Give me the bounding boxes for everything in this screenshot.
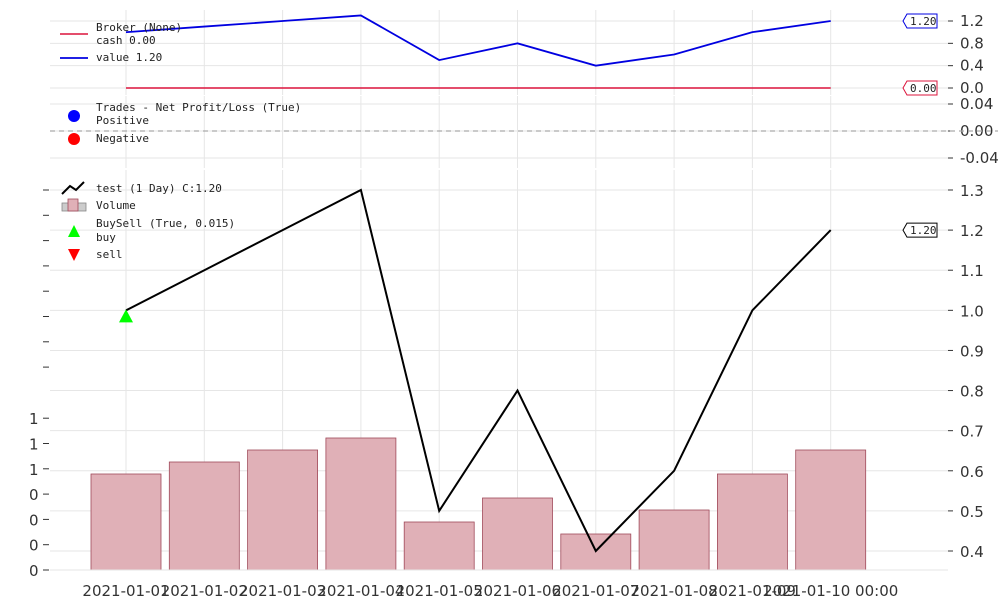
legend-negative-marker <box>68 133 80 145</box>
volume-bar <box>638 509 710 571</box>
x-tick-label: 2021-01-03 <box>239 582 326 600</box>
legend-volume-label: Volume <box>96 199 136 212</box>
y-tick-label: 0.9 <box>960 342 984 360</box>
volume-tick-label: 0 <box>29 562 39 580</box>
x-tick-label: 2021-01-04 <box>317 582 404 600</box>
x-tick-label: 2021-01-07 <box>552 582 639 600</box>
volume-tick-label: 1 <box>29 461 39 479</box>
x-tick-label: 2021-01-01 <box>82 582 169 600</box>
legend-sell-marker <box>68 249 80 261</box>
volume-bar <box>247 449 319 571</box>
volume-bar <box>482 497 553 571</box>
y-tick-label: 0.4 <box>960 57 984 75</box>
y-tick-label: 0.04 <box>960 95 993 113</box>
legend-cash-label: cash 0.00 <box>96 34 156 47</box>
y-tick-label: 1.3 <box>960 182 984 200</box>
legend-price-label: test (1 Day) C:1.20 <box>96 182 222 195</box>
volume-bar <box>168 461 240 571</box>
volume-bar <box>90 473 162 571</box>
last-value-tag <box>902 222 938 238</box>
last-value-tag <box>902 13 938 29</box>
y-tick-label: 0.4 <box>960 543 984 561</box>
y-tick-label: 0.00 <box>960 122 993 140</box>
legend-sell-label: sell <box>96 248 123 261</box>
y-tick-label: 0.0 <box>960 79 984 97</box>
y-tick-label: 1.2 <box>960 222 984 240</box>
last-value-tag-label: 1.20 <box>910 15 937 28</box>
volume-bar <box>403 521 475 571</box>
legend-broker-title: Broker (None) <box>96 21 182 34</box>
price-line <box>125 188 832 553</box>
last-value-tag <box>902 80 938 96</box>
legend-buysell-title: BuySell (True, 0.015) <box>96 217 235 230</box>
volume-tick-label: 0 <box>29 537 39 555</box>
volume-bar <box>717 473 788 571</box>
y-tick-label: 0.8 <box>960 383 984 401</box>
y-tick-label: -0.04 <box>960 149 999 167</box>
x-tick-label: 2021-01-09 <box>709 582 796 600</box>
y-tick-label: 0.6 <box>960 463 984 481</box>
volume-tick-label: 0 <box>29 511 39 529</box>
legend-buy-label: buy <box>96 231 116 244</box>
y-tick-label: 1.1 <box>960 262 984 280</box>
volume-tick-label: 1 <box>29 436 39 454</box>
y-tick-label: 0.8 <box>960 34 984 52</box>
last-value-tag-label: 0.00 <box>910 82 937 95</box>
legend-negative-label: Negative <box>96 132 149 145</box>
value-line <box>125 14 831 67</box>
legend-trades-title: Trades - Net Profit/Loss (True) <box>96 101 301 114</box>
volume-tick-label: 1 <box>29 410 39 428</box>
x-tick-label: 2021-01-06 <box>474 582 561 600</box>
y-tick-label: 0.5 <box>960 503 984 521</box>
buy-marker <box>119 309 133 323</box>
legend-price-swatch <box>61 181 85 195</box>
x-tick-label: 2021-01-05 <box>396 582 483 600</box>
y-tick-label: 1.2 <box>960 12 984 30</box>
x-tick-label: 2021-01-08 <box>631 582 718 600</box>
legend-buy-marker <box>68 225 80 237</box>
x-tick-label: 2021-01-10 00:00 <box>763 582 898 600</box>
legend-positive-marker <box>68 110 80 122</box>
volume-bar <box>795 449 867 571</box>
legend-value-label: value 1.20 <box>96 51 162 64</box>
x-tick-label: 2021-01-02 <box>161 582 248 600</box>
volume-tick-label: 0 <box>29 486 39 504</box>
y-tick-label: 1.0 <box>960 302 984 320</box>
legend-volume-swatch-bar <box>67 198 79 212</box>
volume-bar <box>325 437 397 571</box>
legend-positive-label: Positive <box>96 114 149 127</box>
last-value-tag-label: 1.20 <box>910 224 937 237</box>
y-tick-label: 0.7 <box>960 423 984 441</box>
